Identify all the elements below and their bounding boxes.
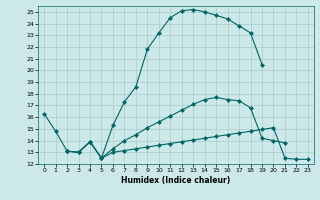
- X-axis label: Humidex (Indice chaleur): Humidex (Indice chaleur): [121, 176, 231, 185]
